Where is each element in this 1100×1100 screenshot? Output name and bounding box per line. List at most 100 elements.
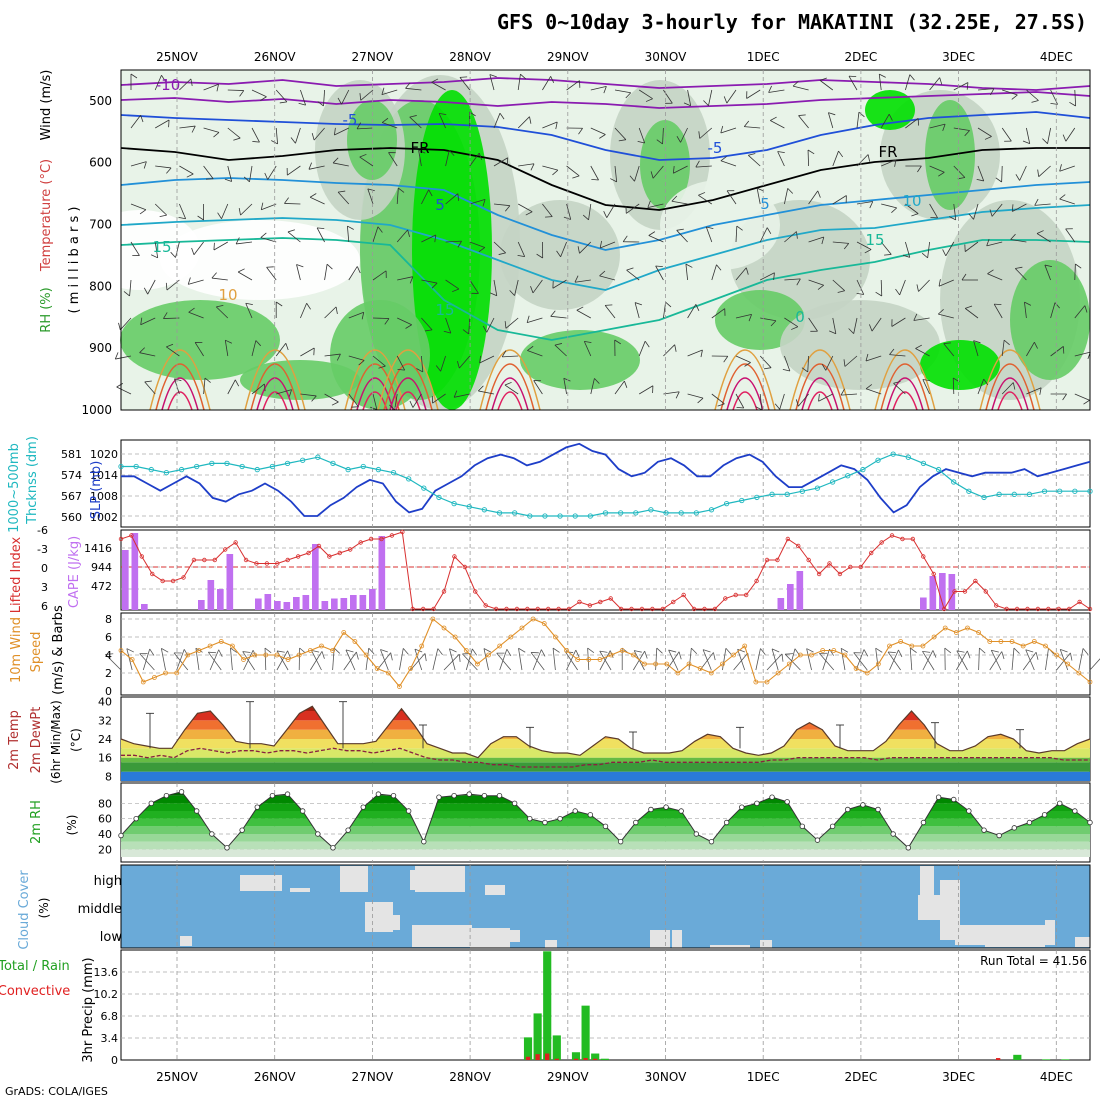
wind-barb <box>140 317 156 326</box>
wind-barb <box>902 241 911 258</box>
thickness-point <box>1011 491 1017 497</box>
thickness-point <box>481 507 488 513</box>
wind-barb <box>915 344 930 357</box>
barb-staff <box>699 652 714 671</box>
pressure-tick-label: 900 <box>89 341 112 355</box>
lifted-index-point <box>973 578 978 584</box>
wind-axis-label: Wind (m/s) <box>39 70 54 141</box>
barb-flag <box>911 213 919 217</box>
wind-barb <box>663 344 677 357</box>
thickness-point <box>723 500 730 507</box>
barb-staff <box>221 203 229 219</box>
barb-flag <box>807 149 815 155</box>
barb-staff <box>486 317 495 333</box>
li-tick-label: -3 <box>37 543 48 556</box>
thickness-point <box>966 488 972 494</box>
barb-flag <box>674 344 677 352</box>
barb-staff <box>1047 127 1051 144</box>
barb-staff <box>770 120 785 129</box>
wind-barb <box>445 150 455 167</box>
wind-speed-point <box>341 630 347 635</box>
barb-staff <box>348 393 359 408</box>
rh-point <box>1087 819 1093 826</box>
barb-flag <box>197 215 204 221</box>
wind-barb <box>792 80 809 91</box>
barb-flag <box>884 254 892 256</box>
wind-barb <box>964 305 979 319</box>
wind-barb <box>953 82 969 91</box>
rh-point <box>875 806 881 813</box>
wind-barb <box>832 279 845 293</box>
wind-barb <box>953 165 966 180</box>
wind-barb <box>533 380 543 395</box>
barb-flag <box>629 175 635 182</box>
barb-flag <box>755 406 763 411</box>
wind-barb <box>290 127 301 144</box>
barb-flag <box>552 281 554 289</box>
barb-staff <box>372 393 378 410</box>
barb-flag <box>216 304 224 308</box>
barb-staff <box>348 355 365 361</box>
wind-barb <box>191 241 204 256</box>
wind-barb <box>431 393 446 404</box>
lifted-index-point <box>764 557 770 563</box>
thickness-axis-label-2: 1000~500mb <box>7 443 22 533</box>
wind-barb <box>421 317 433 332</box>
wind-barb <box>604 304 616 319</box>
barb-flag <box>385 270 387 279</box>
lifted-index-point <box>160 578 165 584</box>
barb-flag <box>893 381 901 384</box>
wind-barb <box>1037 165 1051 178</box>
wind-barb <box>599 240 616 249</box>
barb-flag <box>746 91 748 99</box>
lifted-index-point <box>858 564 863 570</box>
thickness-point <box>254 466 260 473</box>
barb-staff <box>832 241 849 244</box>
barb-flag <box>665 301 672 308</box>
date-label-top: 2DEC <box>844 50 877 64</box>
thickness-tick-label: 581 <box>61 448 82 461</box>
barb-staff <box>160 648 166 671</box>
wind-barb <box>405 82 422 91</box>
wind-barb <box>711 393 725 407</box>
barb-flag <box>760 648 766 655</box>
wind-barb <box>1062 127 1076 142</box>
barb-flag <box>1083 399 1090 405</box>
wind-barb <box>1059 194 1075 205</box>
barb-staff <box>599 650 612 671</box>
cloud-fraction-cell <box>470 928 510 948</box>
barb-staff <box>638 341 646 357</box>
lifted-index-point <box>181 575 186 580</box>
barb-staff <box>929 77 940 91</box>
cloud-fraction-cell <box>240 875 270 891</box>
rh-point <box>905 845 912 851</box>
wind-barb <box>504 381 519 395</box>
barb-staff <box>771 648 779 671</box>
wind-speed-point <box>430 616 436 622</box>
wind-barb <box>251 383 266 395</box>
barb-flag <box>520 73 527 80</box>
barb-staff <box>784 188 789 205</box>
wind-barb <box>372 270 387 281</box>
wind-speed-point <box>508 634 514 640</box>
barb-staff <box>376 652 392 671</box>
barb-flag <box>770 320 777 327</box>
barb-staff <box>1059 198 1075 205</box>
barb-staff <box>175 241 180 258</box>
barb-flag <box>915 344 923 349</box>
barb-flag <box>277 650 285 653</box>
surface-wind-barb <box>376 652 393 671</box>
barb-flag <box>457 361 460 369</box>
rh-point <box>799 823 806 830</box>
barb-staff <box>720 160 737 167</box>
barb-flag <box>149 648 155 656</box>
precip-total-bar <box>533 1013 542 1060</box>
wind-barb <box>542 203 553 218</box>
precip-convective-bar <box>545 1053 550 1060</box>
barb-flag <box>895 288 900 296</box>
rh-point <box>739 804 745 810</box>
barb-staff <box>154 119 170 129</box>
barb-flag <box>123 291 130 297</box>
lifted-index-point <box>577 599 582 605</box>
cape-bar <box>198 600 205 610</box>
